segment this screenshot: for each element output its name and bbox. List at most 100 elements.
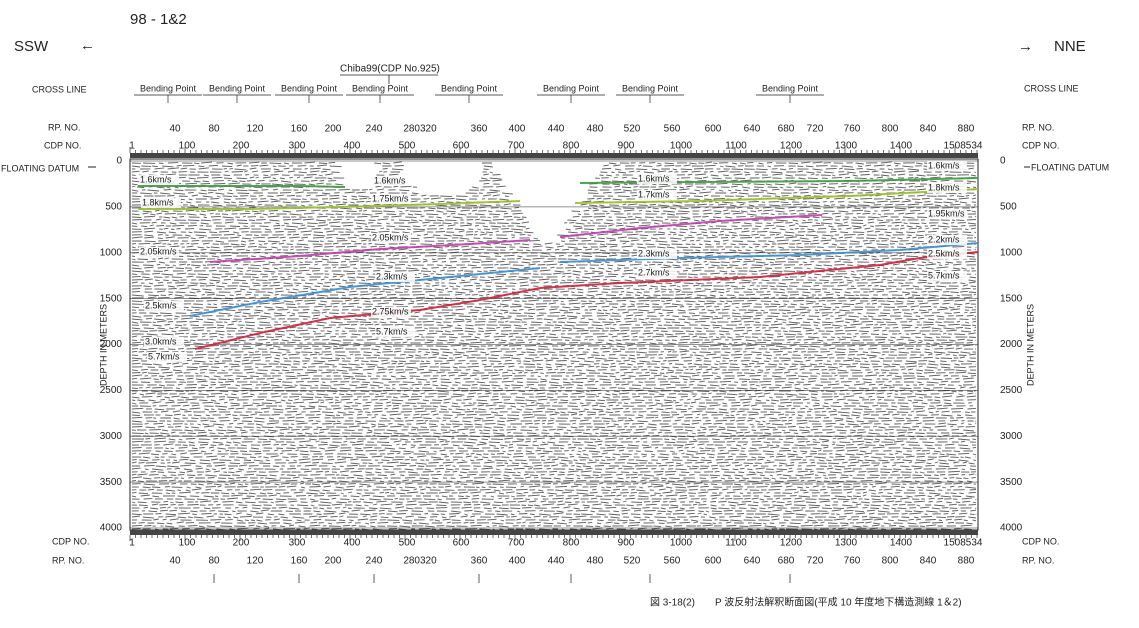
velocity-label-bg: [141, 198, 181, 208]
depth-tick-label: 0: [116, 156, 122, 167]
velocity-label: 1.8km/s: [142, 197, 174, 207]
velocity-label-bg: [927, 235, 967, 245]
velocity-label-bg: [375, 327, 415, 337]
seismic-section: [129, 153, 979, 535]
velocity-label-bg: [139, 175, 179, 185]
rp-tick-label: 480: [587, 556, 604, 567]
horizon-line: [209, 239, 531, 263]
cdp-tick-label: 1: [129, 538, 135, 549]
cdp-tick-label: 500: [399, 141, 416, 152]
cdp-tick-label: 600: [453, 538, 470, 549]
top-header-band: [130, 153, 978, 158]
cdp-tick-label: 1000: [670, 538, 693, 549]
depth-tick-label: 4000: [1000, 523, 1023, 534]
rp-tick-label: 600: [705, 124, 722, 135]
cdp-tick-label: 1300: [835, 141, 858, 152]
chiba-annotation: Chiba99(CDP No.925): [340, 64, 440, 75]
velocity-label: 5.7km/s: [376, 326, 408, 336]
floating-datum-label: FLOATING DATUM: [1, 163, 79, 173]
rp-no-label: RP. NO.: [48, 122, 80, 132]
velocity-label-bg: [927, 249, 967, 259]
velocity-label-bg: [927, 183, 967, 193]
velocity-label: 2.5km/s: [145, 300, 177, 310]
depth-tick-label: 1500: [1000, 293, 1023, 304]
rp-tick-label: 720: [807, 124, 824, 135]
velocity-label-bg: [373, 176, 413, 186]
rp-tick-label: 440: [548, 124, 565, 135]
rp-no-label: RP. NO.: [1022, 555, 1054, 565]
trace-ticks: [129, 147, 978, 541]
velocity-label: 1.6km/s: [374, 175, 406, 185]
horizon-line: [194, 251, 979, 350]
bending-point-label: Bending Point: [622, 83, 679, 93]
cdp-tick-label: 200: [233, 538, 250, 549]
horizon-line: [559, 214, 823, 238]
horizon-line: [574, 188, 979, 204]
cdp-tick-label: 800: [563, 141, 580, 152]
rp-tick-label: 560: [664, 124, 681, 135]
velocity-label-bg: [637, 174, 677, 184]
floating-datum-label: FLOATING DATUM: [1031, 162, 1109, 172]
cdp-tick-label: 1508534: [944, 538, 983, 549]
velocity-label-bg: [927, 271, 967, 281]
cdp-tick-label: 100: [179, 141, 196, 152]
horizon-line: [138, 185, 346, 188]
velocity-label: 1.7km/s: [638, 189, 670, 199]
rp-tick-label: 640: [744, 124, 761, 135]
velocity-label-bg: [139, 247, 179, 257]
rp-tick-label: 680: [778, 556, 795, 567]
rp-tick-label: 360: [471, 556, 488, 567]
rp-tick-label: 160: [291, 124, 308, 135]
velocity-label: 2.05km/s: [140, 246, 177, 256]
rp-tick-label: 800: [882, 124, 899, 135]
velocity-label-bg: [371, 233, 411, 243]
right-direction: NNE: [1054, 38, 1086, 55]
cdp-tick-label: 1100: [725, 538, 747, 549]
rp-tick-label: 200: [325, 556, 342, 567]
depth-tick-label: 3500: [1000, 477, 1023, 488]
horizon-line: [559, 242, 979, 263]
velocity-label: 1.95km/s: [928, 208, 965, 218]
depth-tick-label: 2500: [100, 385, 123, 396]
depth-tick-label: 2000: [1000, 339, 1023, 350]
cdp-tick-label: 400: [344, 538, 361, 549]
cross-line-label: CROSS LINE: [1024, 83, 1079, 93]
horizon-line: [189, 267, 541, 317]
cdp-no-label: CDP NO.: [1022, 536, 1059, 546]
velocity-label-bg: [375, 272, 415, 282]
horizon-line: [138, 200, 521, 210]
bending-point-label: Bending Point: [543, 83, 600, 93]
depth-tick-label: 3000: [100, 431, 123, 442]
rp-tick-label: 240: [366, 556, 383, 567]
velocity-label: 2.75km/s: [372, 306, 409, 316]
rp-tick-label: 880: [958, 124, 975, 135]
velocity-label-bg: [371, 194, 411, 204]
rp-tick-label: 80: [208, 556, 220, 567]
rp-tick-label: 680: [778, 124, 795, 135]
depth-tick-label: 3000: [1000, 431, 1023, 442]
cdp-tick-label: 100: [179, 538, 196, 549]
bending-point-label: Bending Point: [281, 83, 338, 93]
velocity-label: 2.3km/s: [638, 248, 670, 258]
cdp-tick-label: 1400: [890, 538, 913, 549]
right-arrow: →: [1018, 38, 1033, 55]
rp-tick-label: 200: [325, 124, 342, 135]
cdp-tick-label: 1100: [725, 141, 747, 152]
cdp-tick-label: 1300: [835, 538, 858, 549]
cdp-tick-label: 1200: [780, 538, 803, 549]
rp-tick-label: 280320: [403, 556, 437, 567]
velocity-label: 2.2km/s: [928, 234, 960, 244]
cdp-tick-label: 1400: [890, 141, 913, 152]
depth-tick-label: 4000: [100, 523, 123, 534]
depth-tick-label: 2500: [1000, 385, 1023, 396]
velocity-label: 1.6km/s: [140, 174, 172, 184]
cdp-tick-label: 700: [508, 141, 525, 152]
velocity-label-bg: [637, 268, 677, 278]
annotations-layer: 1.6km/s 1.8km/s 2.05km/s 2.5km/s 3.0km/s 5.7k…: [138, 160, 979, 362]
velocity-label: 2.7km/s: [638, 267, 670, 277]
bending-marks: [213, 574, 791, 583]
cdp-tick-label: 1200: [780, 141, 803, 152]
cdp-tick-label: 1508534: [944, 141, 983, 152]
caption: 図 3-18(2) P 波反射法解釈断面図(平成 10 年度地下構造測線 1＆2…: [650, 596, 962, 609]
